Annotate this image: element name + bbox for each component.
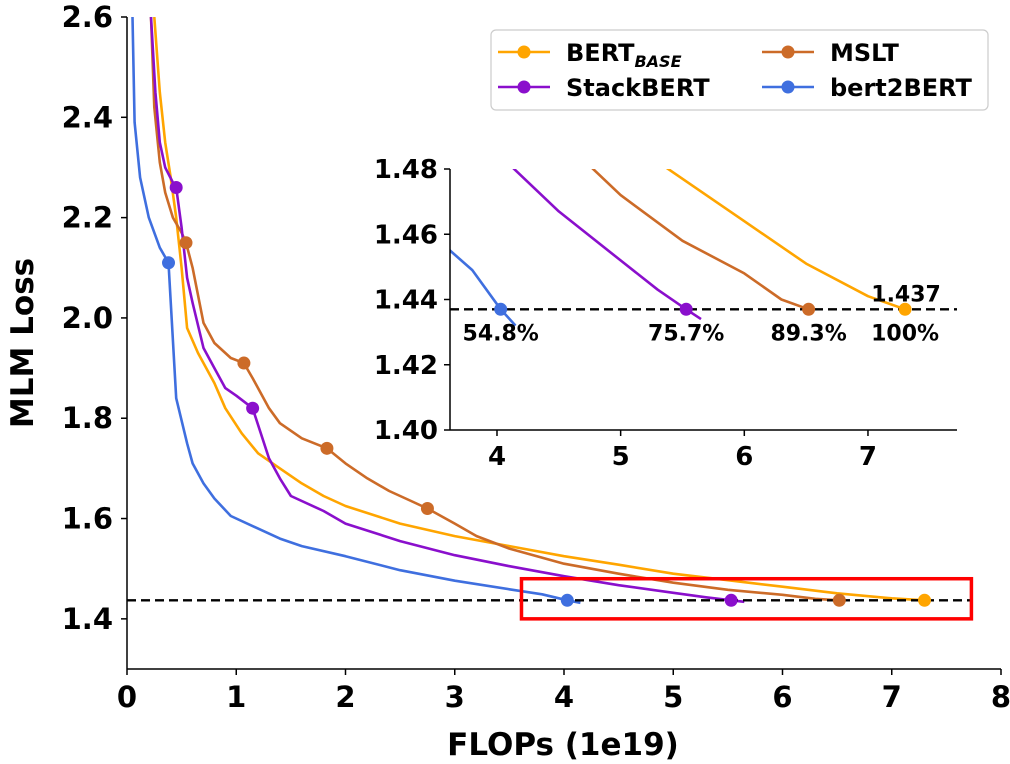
inset-background bbox=[450, 169, 957, 430]
y-tick-label: 1.4 bbox=[62, 602, 113, 636]
y-axis-label: MLM Loss bbox=[5, 258, 41, 428]
inset-percent-label: 89.3% bbox=[770, 321, 846, 346]
inset-percent-label: 75.7% bbox=[648, 321, 724, 346]
legend-label-bert2bert: bert2BERT bbox=[830, 74, 973, 102]
inset-marker-bert2bert bbox=[494, 302, 508, 316]
inset-marker-bert_base bbox=[898, 302, 912, 316]
series-line-bert2bert bbox=[131, 17, 581, 605]
inset-line-bert2bert bbox=[450, 248, 517, 327]
inset-y-tick-label: 1.44 bbox=[374, 286, 438, 316]
legend-label-stackbert: StackBERT bbox=[566, 74, 710, 102]
inset-x-tick-label: 7 bbox=[859, 442, 877, 472]
x-tick-label: 8 bbox=[991, 680, 1010, 714]
marker-mslt bbox=[237, 356, 251, 370]
legend-marker-bert_base bbox=[517, 45, 531, 59]
marker-stackbert bbox=[724, 593, 738, 607]
legend-label-mslt: MSLT bbox=[830, 39, 899, 67]
x-tick-label: 2 bbox=[335, 680, 355, 714]
marker-bert2bert bbox=[560, 593, 574, 607]
inset-x-tick-label: 5 bbox=[612, 442, 630, 472]
inset-y-tick-label: 1.40 bbox=[374, 416, 438, 446]
highlight-rect bbox=[519, 576, 974, 621]
highlight-box bbox=[519, 576, 974, 621]
x-tick-label: 0 bbox=[117, 680, 137, 714]
marker-bert_base bbox=[918, 593, 932, 607]
inset-y-tick-label: 1.48 bbox=[374, 155, 438, 185]
inset-y-tick-label: 1.42 bbox=[374, 351, 438, 381]
inset-value-label: 1.437 bbox=[871, 282, 941, 307]
legend-marker-stackbert bbox=[517, 80, 531, 94]
x-tick-label: 6 bbox=[772, 680, 792, 714]
inset-marker-stackbert bbox=[679, 302, 693, 316]
x-tick-label: 3 bbox=[445, 680, 465, 714]
marker-mslt bbox=[320, 441, 334, 455]
y-tick-label: 2.2 bbox=[62, 201, 113, 235]
marker-mslt bbox=[832, 593, 846, 607]
legend-marker-mslt bbox=[781, 45, 795, 59]
inset-x-tick-label: 4 bbox=[488, 442, 506, 472]
inset-line-stackbert bbox=[512, 169, 702, 321]
marker-mslt bbox=[179, 236, 193, 250]
inset-plot: 54.8% 75.7% 89.3% 100% 1.437 4 5 6 7 1.40 1.42 1.44… bbox=[374, 155, 957, 472]
inset-y-tick-label: 1.46 bbox=[374, 220, 438, 250]
inset-lines bbox=[450, 169, 906, 327]
main-plot: 0 1 2 3 4 5 6 7 8 1.4 1.6 1.8 2.0 2.2 2.4 2.6 bbox=[62, 0, 1010, 714]
x-tick-label: 4 bbox=[554, 680, 574, 714]
x-axis-label: FLOPs (1e19) bbox=[447, 727, 679, 763]
marker-mslt bbox=[420, 502, 434, 516]
y-tick-label: 2.0 bbox=[62, 301, 113, 335]
y-tick-label: 2.4 bbox=[62, 100, 113, 134]
inset-percent-label: 100% bbox=[871, 321, 939, 346]
x-tick-label: 7 bbox=[882, 680, 902, 714]
x-tick-label: 5 bbox=[663, 680, 683, 714]
legend-frame bbox=[490, 29, 989, 111]
inset-marker-mslt bbox=[802, 302, 816, 316]
y-tick-label: 1.8 bbox=[62, 401, 113, 435]
legend-marker-bert2bert bbox=[781, 80, 795, 94]
y-tick-label: 2.6 bbox=[62, 0, 113, 34]
marker-stackbert bbox=[169, 181, 183, 195]
y-tick-label: 1.6 bbox=[62, 502, 113, 536]
marker-stackbert bbox=[246, 401, 260, 415]
marker-bert2bert bbox=[162, 256, 176, 270]
inset-x-tick-label: 6 bbox=[735, 442, 753, 472]
inset-percent-label: 54.8% bbox=[463, 321, 539, 346]
legend-subscript: BASE bbox=[634, 52, 681, 71]
x-tick-label: 1 bbox=[226, 680, 246, 714]
